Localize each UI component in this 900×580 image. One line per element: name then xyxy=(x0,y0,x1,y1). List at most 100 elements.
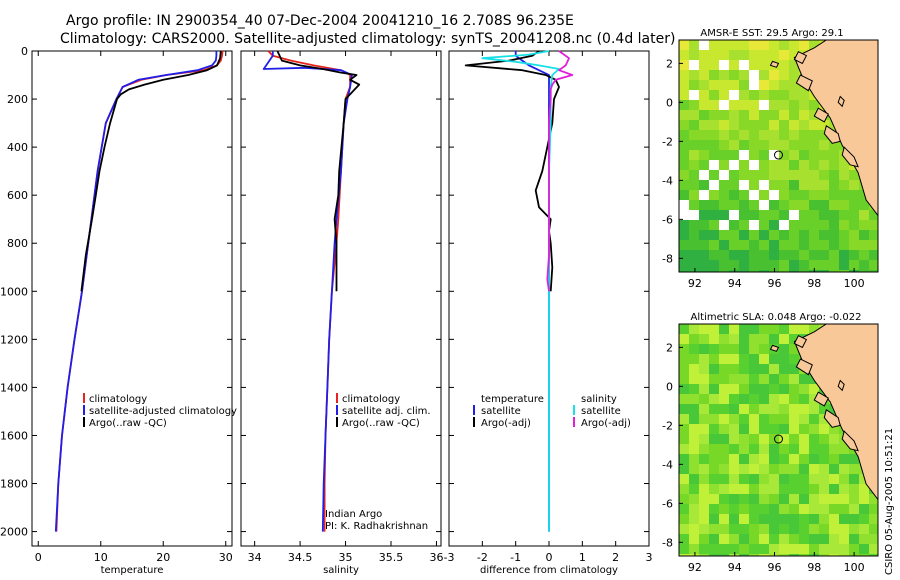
map-cell xyxy=(689,514,699,524)
map-cell xyxy=(769,494,779,504)
map-cell xyxy=(859,270,869,272)
map-cell xyxy=(799,424,809,434)
map-cell xyxy=(829,230,839,240)
map-cell xyxy=(689,230,699,240)
map-cell xyxy=(719,220,729,230)
map-cell xyxy=(829,260,839,270)
map-cell xyxy=(729,484,739,494)
map-cell xyxy=(769,70,779,80)
map-cell xyxy=(699,210,709,220)
map-cell xyxy=(729,504,739,514)
map-cell xyxy=(729,514,739,524)
map-cell xyxy=(679,60,689,70)
map-cell xyxy=(709,534,719,544)
map-cell xyxy=(699,544,709,554)
map-cell xyxy=(769,414,779,424)
map-cell xyxy=(769,364,779,374)
x-axis-label: difference from climatology xyxy=(480,565,618,576)
map-cell xyxy=(739,374,749,384)
map-cell xyxy=(709,454,719,464)
map-cell xyxy=(699,150,709,160)
map-cell xyxy=(689,354,699,364)
map-cell xyxy=(799,210,809,220)
map-cell xyxy=(679,454,689,464)
map-cell xyxy=(699,414,709,424)
x-tick-label: 100 xyxy=(844,561,865,574)
map-cell xyxy=(759,240,769,250)
temperature-panel: 0 200 400 600 800 1000 1200 1400 1600 1800 2000 0 10… xyxy=(0,45,237,576)
x-tick-label: 36 xyxy=(429,551,443,564)
map-cell xyxy=(679,424,689,434)
map-cell xyxy=(689,90,699,100)
title-line-2: Climatology: CARS2000. Satellite-adjuste… xyxy=(60,31,675,47)
map-cell xyxy=(689,180,699,190)
map-cell xyxy=(719,90,729,100)
map-cell xyxy=(829,250,839,260)
map-cell xyxy=(749,434,759,444)
map-cell xyxy=(779,270,789,272)
map-cell xyxy=(689,70,699,80)
map-cell xyxy=(739,80,749,90)
map-cell xyxy=(769,434,779,444)
map-cell xyxy=(719,170,729,180)
map-cell xyxy=(709,200,719,210)
map-cell xyxy=(679,514,689,524)
map-cell xyxy=(809,110,819,120)
map-cell xyxy=(779,50,789,60)
map-cell xyxy=(689,240,699,250)
map-cell xyxy=(679,394,689,404)
x-tick-label: 94 xyxy=(728,561,742,574)
map-cell xyxy=(739,180,749,190)
y-tick-label: 0 xyxy=(666,96,673,109)
x-tick-label: 35.5 xyxy=(379,551,404,564)
map-cell xyxy=(779,524,789,534)
map-cell xyxy=(729,90,739,100)
map-cell xyxy=(719,484,729,494)
x-tick-label: -2 xyxy=(477,551,488,564)
map-cell xyxy=(749,484,759,494)
map-cell xyxy=(769,160,779,170)
map-cell xyxy=(709,464,719,474)
map-cell xyxy=(799,200,809,210)
legend-label: satellite adj. clim. xyxy=(342,406,431,417)
map-cell xyxy=(719,210,729,220)
map-cell xyxy=(699,364,709,374)
map-cell xyxy=(829,200,839,210)
map-cell xyxy=(799,240,809,250)
map-cell xyxy=(809,170,819,180)
map-frame xyxy=(678,323,879,557)
map-cell xyxy=(749,50,759,60)
map-cell xyxy=(729,354,739,364)
map-cell xyxy=(759,220,769,230)
map-cell xyxy=(699,324,709,334)
map-cell xyxy=(689,80,699,90)
map-cell xyxy=(689,100,699,110)
map-cell xyxy=(829,544,839,554)
map-cell xyxy=(799,514,809,524)
map-cell xyxy=(699,230,709,240)
y-tick-label: 0 xyxy=(666,380,673,393)
map-cell xyxy=(849,524,859,534)
map-cell xyxy=(709,140,719,150)
map-cell xyxy=(719,70,729,80)
map-cell xyxy=(799,40,809,50)
map-cell xyxy=(709,160,719,170)
map-cell xyxy=(739,414,749,424)
title-line-1: Argo profile: IN 2900354_40 07-Dec-2004 … xyxy=(66,13,574,29)
map-cell xyxy=(679,170,689,180)
map-cell xyxy=(739,394,749,404)
map-cell xyxy=(689,554,699,556)
map-cell xyxy=(809,240,819,250)
map-cell xyxy=(719,424,729,434)
map-cell xyxy=(839,230,849,240)
map-cell xyxy=(679,444,689,454)
map-cell xyxy=(859,260,869,270)
map-cell xyxy=(739,364,749,374)
map-cell xyxy=(769,524,779,534)
map-cell xyxy=(749,554,759,556)
map-cell xyxy=(729,80,739,90)
map-cell xyxy=(739,474,749,484)
map-cell xyxy=(759,544,769,554)
map-cell xyxy=(789,230,799,240)
